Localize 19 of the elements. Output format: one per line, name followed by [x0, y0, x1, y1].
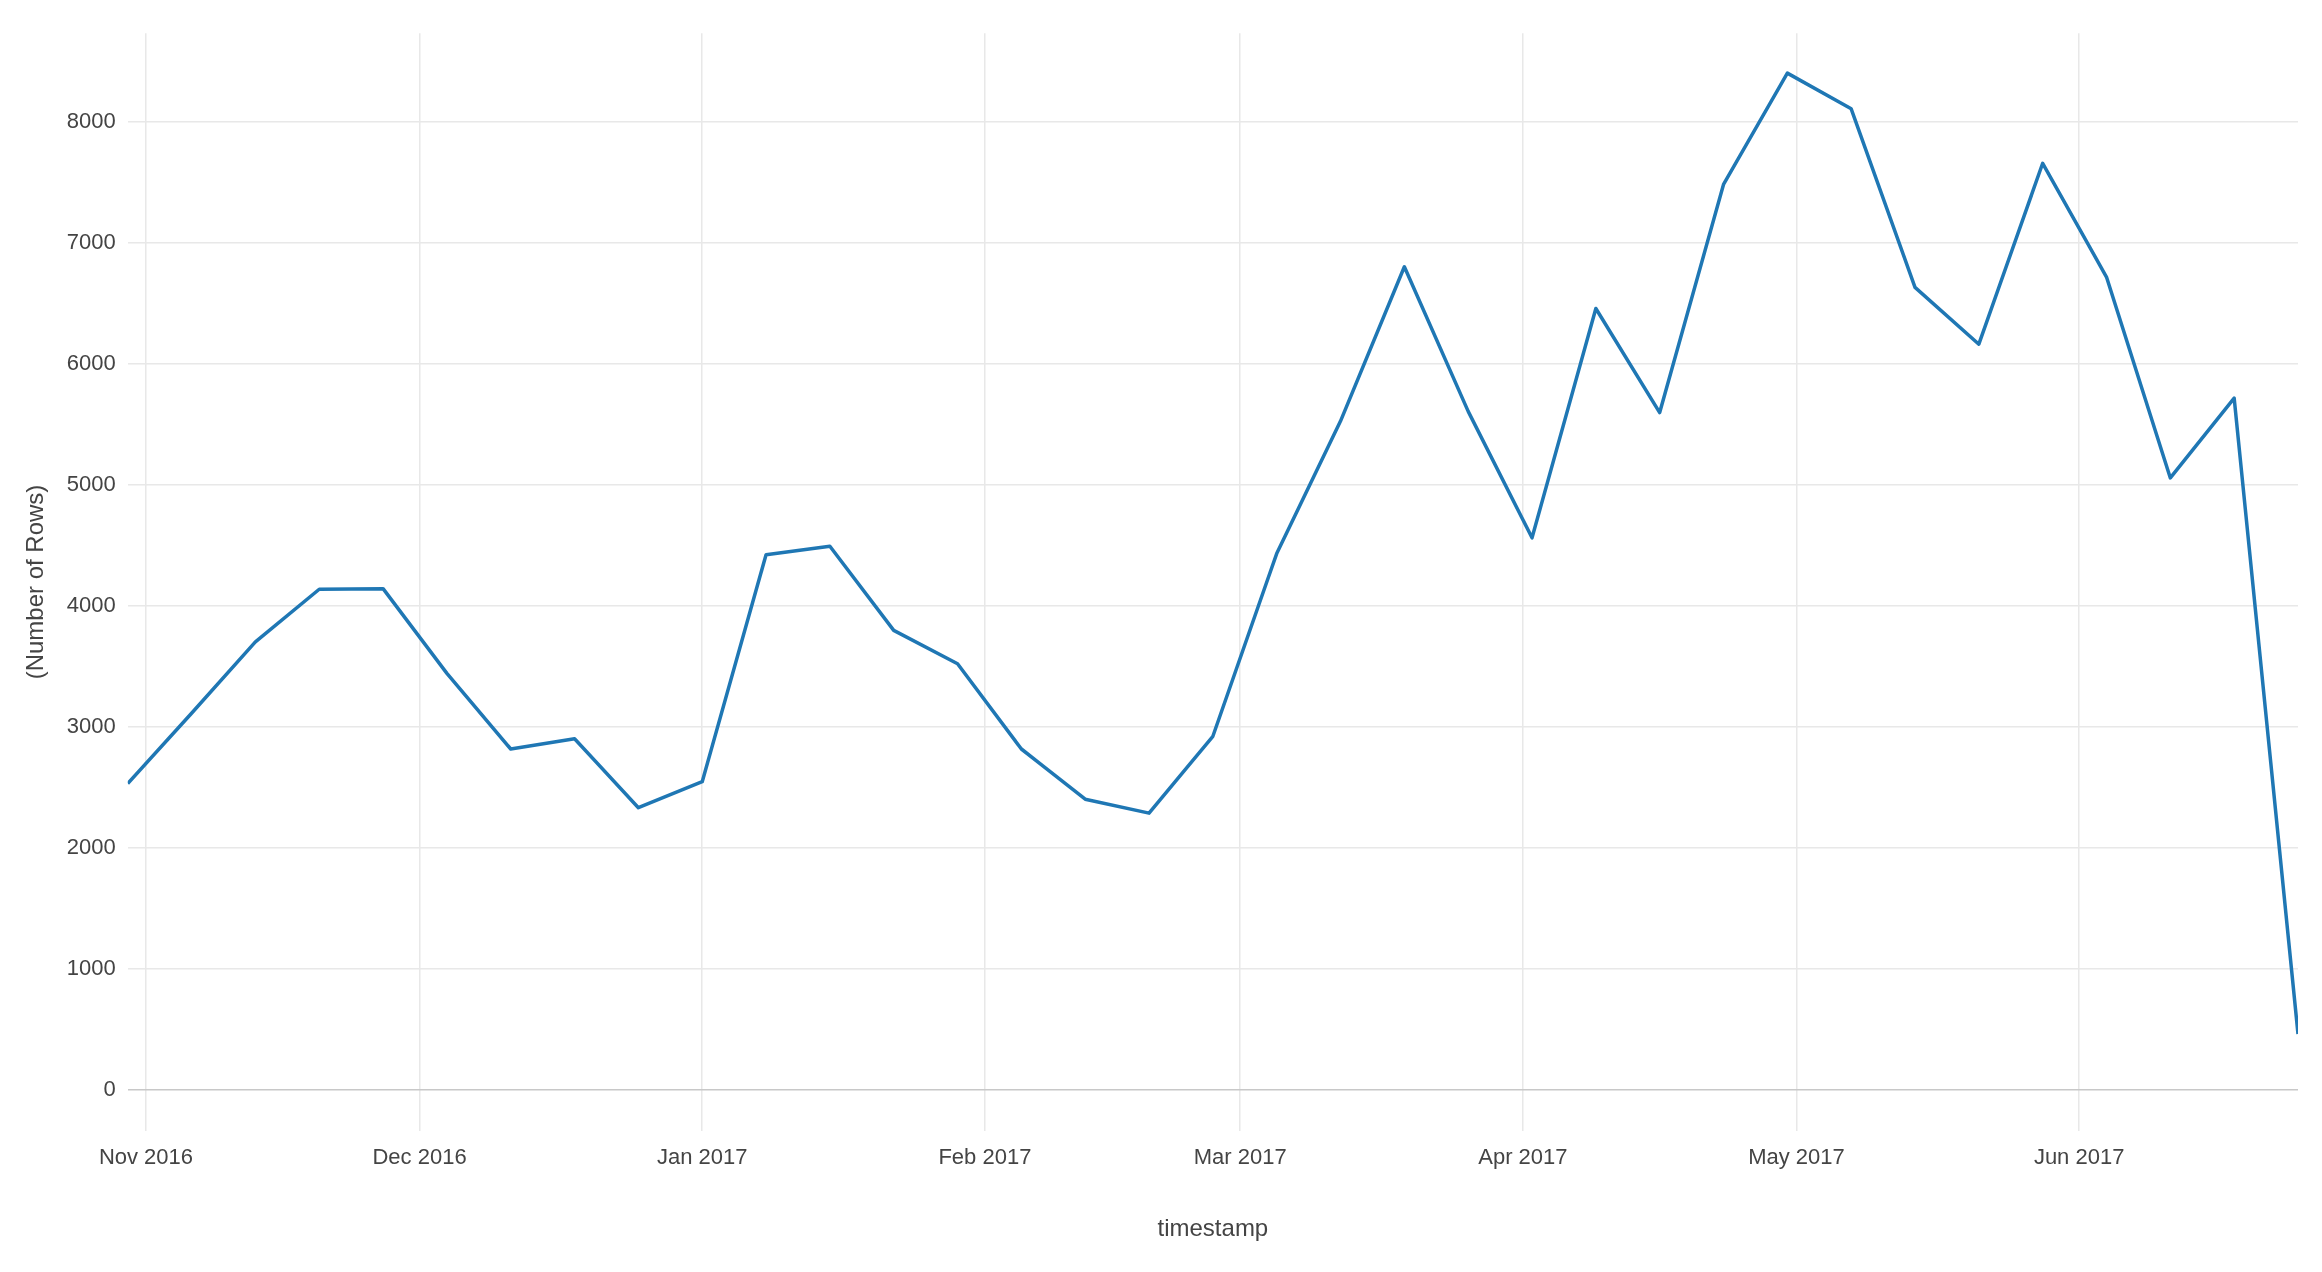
y-axis-title: (Number of Rows): [21, 484, 49, 680]
y-tick-label: 3000: [66, 712, 116, 738]
y-tick-label: 4000: [66, 591, 116, 617]
y-tick-label: 7000: [66, 228, 116, 254]
x-tick-label: Dec 2016: [372, 1144, 467, 1170]
y-tick-label: 6000: [66, 349, 116, 375]
x-tick-label: Jan 2017: [656, 1144, 748, 1170]
y-tick-label: 5000: [66, 470, 116, 496]
y-tick-label: 8000: [66, 107, 116, 133]
x-tick-label: Jun 2017: [2033, 1144, 2125, 1170]
y-tick-label: 2000: [66, 833, 116, 859]
x-tick-label: Mar 2017: [1193, 1144, 1287, 1170]
x-tick-label: May 2017: [1748, 1144, 1845, 1170]
y-tick-label: 1000: [66, 954, 116, 980]
x-axis-title: timestamp: [1157, 1214, 1269, 1242]
x-tick-label: Feb 2017: [938, 1144, 1032, 1170]
y-tick-label: 0: [103, 1075, 116, 1101]
x-tick-label: Apr 2017: [1478, 1144, 1568, 1170]
x-tick-label: Nov 2016: [98, 1144, 194, 1170]
